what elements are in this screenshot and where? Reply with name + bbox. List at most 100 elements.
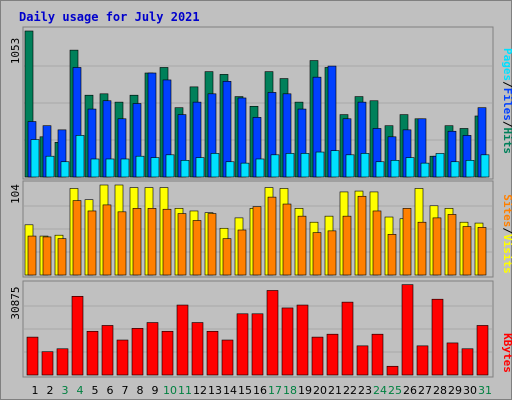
sites-bar xyxy=(372,210,382,276)
day-tick-label: 6 xyxy=(107,384,114,397)
kbytes-bar xyxy=(296,304,309,376)
bottom-max-label: 30875 xyxy=(9,286,22,319)
kbytes-bar xyxy=(371,333,384,376)
sites-bar xyxy=(282,203,292,276)
pages-bar xyxy=(90,158,100,178)
kbytes-bar xyxy=(461,348,474,376)
pages-bar xyxy=(60,161,70,178)
day-tick-label: 19 xyxy=(298,384,312,397)
legend-sep2: / xyxy=(501,121,512,128)
day-tick-label: 29 xyxy=(448,384,462,397)
sites-bar xyxy=(162,208,172,276)
middle-max-label: 104 xyxy=(9,184,22,204)
kbytes-bar xyxy=(26,336,39,376)
sites-bar xyxy=(72,200,82,276)
pages-bar xyxy=(210,153,220,178)
sites-bar xyxy=(477,227,487,276)
sites-bar xyxy=(102,204,112,276)
sites-bar xyxy=(132,208,142,276)
legend-files: Files xyxy=(501,88,512,121)
kbytes-bar xyxy=(236,313,249,376)
bottom-legend: KBytes xyxy=(501,333,512,373)
sites-bar xyxy=(342,215,352,276)
pages-bar xyxy=(435,153,445,178)
day-tick-label: 24 xyxy=(373,384,387,397)
kbytes-bar xyxy=(341,301,354,376)
day-tick-label: 11 xyxy=(178,384,192,397)
sites-bar xyxy=(297,215,307,276)
pages-bar xyxy=(420,162,430,178)
pages-bar xyxy=(270,154,280,178)
pages-bar xyxy=(75,135,85,178)
sites-bar xyxy=(192,220,202,276)
pages-bar xyxy=(240,162,250,178)
sites-bar xyxy=(402,208,412,276)
day-tick-label: 20 xyxy=(313,384,327,397)
day-tick-label: 25 xyxy=(388,384,402,397)
pages-bar xyxy=(480,154,490,178)
legend-pages: Pages xyxy=(501,48,512,81)
pages-bar xyxy=(150,157,160,178)
legend-sep1: / xyxy=(501,81,512,88)
kbytes-bar xyxy=(41,351,54,376)
pages-bar xyxy=(465,160,475,178)
pages-bar xyxy=(105,158,115,178)
day-tick-label: 12 xyxy=(193,384,207,397)
day-tick-label: 1 xyxy=(32,384,39,397)
day-tick-label: 5 xyxy=(92,384,99,397)
day-tick-label: 22 xyxy=(343,384,357,397)
day-tick-label: 7 xyxy=(122,384,129,397)
kbytes-bar xyxy=(191,322,204,376)
legend-hits: Hits xyxy=(501,128,512,155)
day-tick-label: 23 xyxy=(358,384,372,397)
kbytes-bar xyxy=(161,330,174,376)
kbytes-bar xyxy=(266,290,279,376)
day-tick-label: 26 xyxy=(403,384,417,397)
sites-bar xyxy=(417,221,427,276)
pages-bar xyxy=(330,150,340,178)
day-tick-label: 10 xyxy=(163,384,177,397)
day-tick-label: 21 xyxy=(328,384,342,397)
kbytes-bar xyxy=(476,325,489,376)
sites-bar xyxy=(267,196,277,276)
kbytes-bar xyxy=(56,348,69,376)
pages-bar xyxy=(390,160,400,178)
kbytes-bar xyxy=(206,330,219,376)
sites-bar xyxy=(207,213,217,276)
pages-bar xyxy=(405,157,415,178)
day-tick-label: 27 xyxy=(418,384,432,397)
kbytes-bar xyxy=(131,328,144,376)
day-tick-label: 8 xyxy=(137,384,144,397)
sites-bar xyxy=(387,234,397,276)
sites-bar xyxy=(117,211,127,276)
kbytes-bar xyxy=(401,284,414,376)
kbytes-bar xyxy=(311,336,324,376)
day-tick-label: 30 xyxy=(463,384,477,397)
sites-bar xyxy=(447,214,457,276)
day-tick-label: 17 xyxy=(268,384,282,397)
pages-bar xyxy=(225,161,235,178)
sites-bar xyxy=(312,232,322,276)
day-tick-label: 13 xyxy=(208,384,222,397)
pages-bar xyxy=(360,153,370,178)
top-max-label: 1053 xyxy=(9,38,22,65)
pages-bar xyxy=(180,160,190,178)
sites-bar xyxy=(147,208,157,276)
chart-title: Daily usage for July 2021 xyxy=(19,10,200,24)
legend-sites: Sites xyxy=(501,194,512,227)
middle-legend: Sites/Visits xyxy=(501,194,512,274)
sites-bar xyxy=(252,206,262,276)
pages-bar xyxy=(300,153,310,178)
sites-bar xyxy=(432,217,442,276)
day-tick-label: 18 xyxy=(283,384,297,397)
kbytes-bar xyxy=(116,339,129,376)
kbytes-bar xyxy=(221,339,234,376)
legend-kbytes: KBytes xyxy=(501,333,512,373)
sites-bar xyxy=(27,235,37,276)
pages-bar xyxy=(45,155,55,178)
sites-bar xyxy=(462,226,472,276)
kbytes-bar xyxy=(176,304,189,376)
kbytes-bar xyxy=(101,325,114,376)
sites-bar xyxy=(87,210,97,276)
